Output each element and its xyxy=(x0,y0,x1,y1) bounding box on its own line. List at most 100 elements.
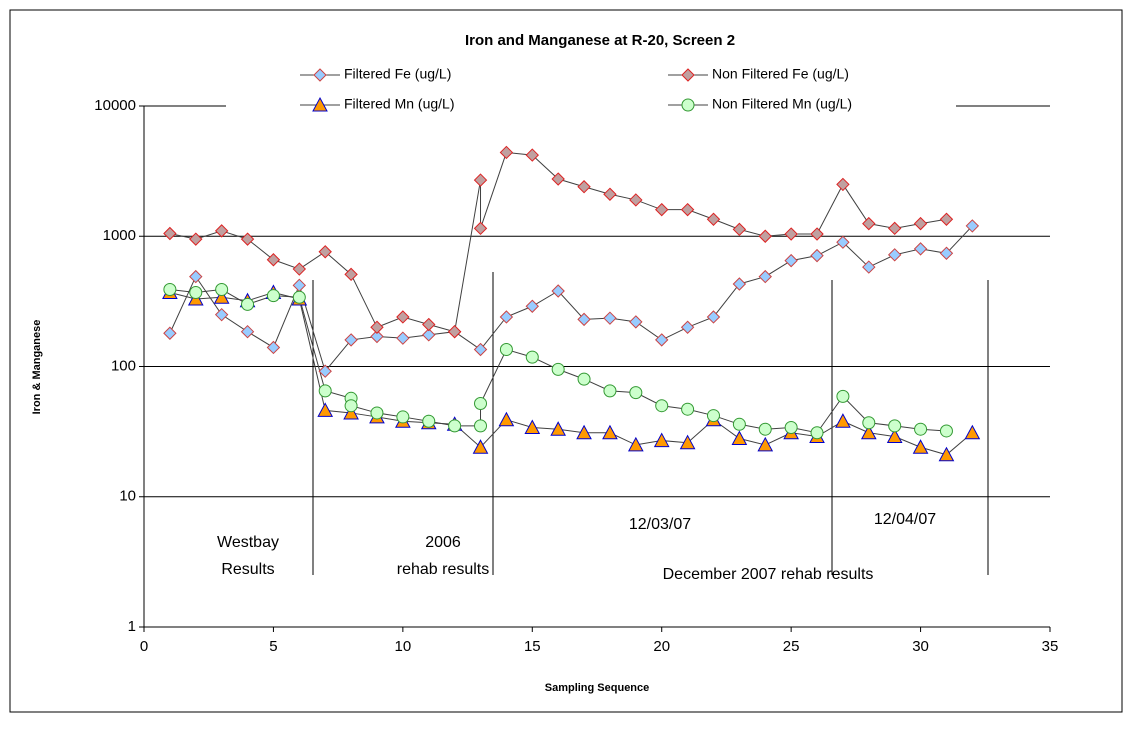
point xyxy=(706,310,721,324)
x-tick-label: 15 xyxy=(524,638,541,655)
point xyxy=(912,439,929,454)
point xyxy=(499,145,514,160)
point xyxy=(498,411,515,427)
point xyxy=(473,173,488,187)
point xyxy=(577,312,591,327)
point xyxy=(214,307,229,322)
point xyxy=(732,222,747,237)
point xyxy=(525,148,539,162)
point xyxy=(758,229,772,243)
point xyxy=(810,426,824,440)
legend-label: Filtered Fe (ug/L) xyxy=(344,66,451,82)
point xyxy=(396,310,410,324)
point xyxy=(422,414,436,428)
point xyxy=(240,324,255,339)
point xyxy=(576,424,592,440)
point xyxy=(266,253,281,267)
point xyxy=(189,232,203,246)
x-axis-label: Sampling Sequence xyxy=(545,682,650,694)
point xyxy=(266,340,281,355)
point xyxy=(939,424,953,438)
x-tick-label: 10 xyxy=(395,638,412,655)
legend-label: Non Filtered Fe (ug/L) xyxy=(712,66,849,82)
y-tick-label: 100 xyxy=(111,357,136,374)
x-tick-label: 0 xyxy=(140,638,148,655)
point xyxy=(474,396,488,410)
point xyxy=(681,98,695,112)
point xyxy=(213,289,230,304)
point xyxy=(550,421,567,436)
point xyxy=(706,409,720,423)
point xyxy=(344,333,358,347)
point xyxy=(603,187,617,201)
point xyxy=(939,212,954,226)
point xyxy=(370,329,384,344)
point xyxy=(214,224,229,238)
point xyxy=(732,277,747,291)
point xyxy=(292,262,307,276)
point xyxy=(473,342,488,357)
point xyxy=(914,422,928,436)
legend-box xyxy=(226,55,956,117)
point xyxy=(784,227,798,241)
point xyxy=(241,297,255,311)
point xyxy=(965,219,980,233)
point xyxy=(318,364,332,378)
x-tick-label: 25 xyxy=(783,638,800,655)
point xyxy=(758,269,772,284)
point xyxy=(343,404,359,420)
legend-label: Non Filtered Mn (ug/L) xyxy=(712,96,852,112)
point xyxy=(784,253,798,268)
point xyxy=(627,436,644,452)
point xyxy=(835,413,851,428)
point xyxy=(862,416,876,430)
point xyxy=(732,417,746,431)
point xyxy=(447,324,462,339)
point xyxy=(474,419,488,433)
point xyxy=(836,389,850,403)
point xyxy=(189,269,203,284)
x-tick-label: 30 xyxy=(912,638,929,655)
point xyxy=(629,315,643,329)
point xyxy=(629,193,643,207)
point xyxy=(370,320,384,334)
point xyxy=(860,424,877,440)
point xyxy=(189,285,203,299)
point xyxy=(913,242,928,256)
point xyxy=(629,386,643,400)
point xyxy=(706,212,721,226)
point xyxy=(655,202,669,217)
point xyxy=(964,424,981,440)
point xyxy=(602,424,618,440)
point xyxy=(810,227,824,241)
point xyxy=(655,333,669,347)
point xyxy=(680,202,695,217)
y-tick-label: 1000 xyxy=(103,227,136,244)
y-axis-label: Iron & Manganese xyxy=(31,320,43,415)
point xyxy=(836,177,850,192)
point xyxy=(422,328,436,342)
point xyxy=(396,331,410,345)
point xyxy=(163,283,177,297)
annotation: Results xyxy=(221,561,274,578)
point xyxy=(163,226,177,241)
point xyxy=(318,245,332,259)
point xyxy=(313,68,327,82)
point xyxy=(603,311,617,325)
point xyxy=(344,267,358,282)
point xyxy=(163,326,177,340)
x-tick-label: 5 xyxy=(269,638,277,655)
point xyxy=(887,221,902,236)
point xyxy=(292,290,306,304)
point xyxy=(525,299,539,313)
annotation: 12/04/07 xyxy=(874,511,936,528)
point xyxy=(655,399,669,413)
x-tick-label: 20 xyxy=(653,638,670,655)
point xyxy=(681,68,695,82)
point xyxy=(525,350,539,364)
point xyxy=(681,402,695,416)
point xyxy=(266,289,280,303)
point xyxy=(836,235,850,249)
legend-label: Filtered Mn (ug/L) xyxy=(344,96,454,112)
